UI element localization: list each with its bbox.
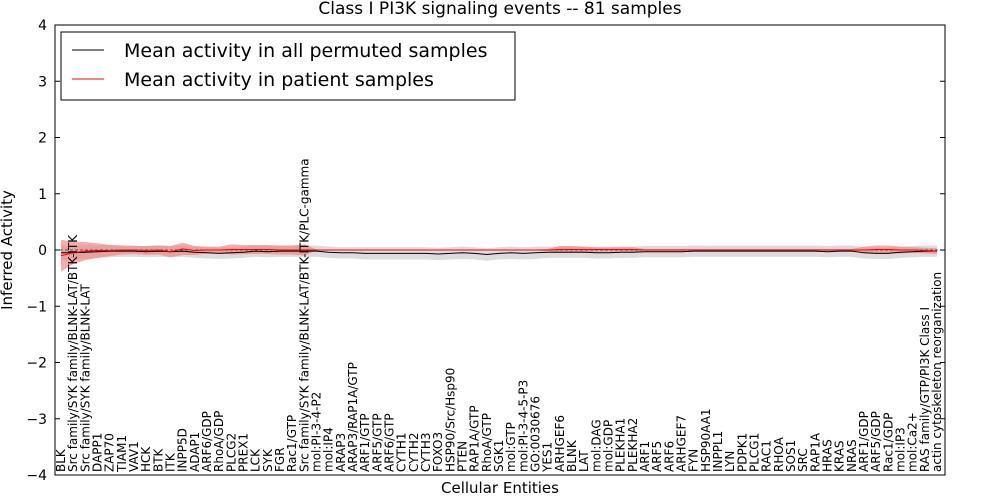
y-tick-label: −2	[26, 356, 47, 372]
x-category-label: SRC	[796, 448, 810, 472]
y-axis-label: Inferred Activity	[0, 190, 16, 310]
y-tick-label: 0	[38, 243, 47, 259]
x-category-label: mol:IP4	[322, 427, 336, 472]
x-category-label: ARF6	[662, 441, 676, 472]
y-tick-label: −3	[26, 412, 47, 428]
y-tick-label: 2	[38, 131, 47, 147]
x-category-label: BLK	[54, 448, 68, 472]
x-category-label: SGK1	[492, 440, 506, 472]
legend-label-patient: Mean activity in patient samples	[124, 69, 434, 91]
x-category-label: CYTH2	[407, 433, 421, 473]
chart-title: Class I PI3K signaling events -- 81 samp…	[318, 0, 681, 19]
x-category-label: TIAM1	[115, 435, 129, 473]
x-category-label: ARF5	[650, 441, 664, 472]
legend: Mean activity in all permuted samples Me…	[60, 31, 516, 101]
x-category-label: ARF1	[638, 441, 652, 472]
x-category-label: DAPP1	[91, 433, 105, 472]
x-category-label: YES1	[541, 442, 555, 473]
y-axis: −4 −3 −2 −1 0 1 2 3 4	[26, 18, 945, 484]
x-category-label: PTEN	[456, 441, 470, 472]
x-category-label: INPPL1	[711, 431, 725, 472]
y-tick-label: 1	[38, 187, 47, 203]
x-category-label: BTK	[151, 447, 165, 472]
x-category-label: FYN	[687, 449, 701, 472]
x-category-label: FOXO3	[431, 432, 445, 472]
x-axis-label: Cellular Entities	[441, 479, 559, 497]
x-category-label: SOS1	[784, 440, 798, 472]
x-category-label: mol:PI-3-4-5-P3	[516, 380, 530, 472]
legend-box	[60, 31, 516, 101]
x-category-label: RAC1	[760, 440, 774, 472]
x-category-label: Rac1/GDP	[881, 413, 895, 472]
x-category-label: ARF5/GTP	[370, 413, 384, 472]
x-category-label: mol:GDP	[602, 420, 616, 472]
x-category-label: LAT	[577, 450, 591, 472]
x-category-label: PREX1	[237, 433, 251, 472]
x-category-label: PLEKHA2	[626, 418, 640, 472]
x-category-label: HRAS	[821, 439, 835, 472]
x-category-label: Src family/SYK family/BLNK-LAT/BTK-ITK/P…	[297, 158, 311, 472]
x-category-label: PLCG1	[748, 433, 762, 472]
patient-line	[60, 248, 938, 257]
x-category-label: RAP1A/GTP	[468, 405, 482, 472]
x-category-label: mol:GTP	[504, 422, 518, 472]
x-category-label: ARF6/GDP	[200, 411, 214, 472]
patient-band	[61, 239, 937, 272]
x-category-label: RhoA/GTP	[480, 413, 494, 472]
x-category-label: KRAS	[833, 440, 847, 472]
x-category-label: INPP5D	[176, 428, 190, 472]
x-category-label: PLEKHA1	[614, 418, 628, 472]
plot-area	[55, 239, 945, 272]
x-category-label: NRAS	[845, 439, 859, 472]
x-category-label: mol:PI-3-4-P2	[310, 392, 324, 472]
x-category-label: Rac1/GTP	[285, 415, 299, 472]
x-category-label: ZAP70	[103, 433, 117, 472]
x-category-label: ARAP3/RAP1A/GTP	[346, 362, 360, 472]
x-category-label: RHOA	[772, 436, 786, 472]
x-category-label: Src family/SYK family/BLNK-LAT/BTK-ITK	[66, 234, 80, 472]
x-category-label: ARF6/GTP	[383, 413, 397, 472]
y-tick-label: 4	[38, 18, 47, 34]
permuted-line	[61, 250, 937, 256]
x-category-label: HSP90/Src/Hsp90	[443, 368, 457, 472]
x-category-label: HSP90AA1	[699, 408, 713, 472]
x-category-label: RhoA/GDP	[212, 411, 226, 472]
x-category-label: BLNK	[565, 439, 579, 472]
x-category-label: ARF5/GDP	[869, 411, 883, 472]
x-category-label: HCK	[139, 446, 153, 472]
x-category-label: ARHGEF7	[675, 415, 689, 472]
x-category-label: CYTH1	[395, 433, 409, 473]
x-category-label: Src family/SYK family/BLNK-LAT	[78, 283, 92, 472]
x-category-label: PDPK1	[735, 433, 749, 472]
x-category-label: ARF1/GTP	[358, 413, 372, 472]
x-category-label: GO:0030676	[529, 396, 543, 472]
x-category-label: PLCG2	[224, 433, 238, 472]
x-category-label: CYTH3	[419, 433, 433, 473]
legend-label-permuted: Mean activity in all permuted samples	[124, 40, 487, 62]
x-category-label: RAP1A	[808, 432, 822, 472]
y-tick-label: −1	[26, 299, 47, 315]
x-category-label: ARF1/GDP	[857, 411, 871, 472]
y-tick-label: 3	[38, 74, 47, 90]
x-category-label: mol:Ca2+	[906, 412, 920, 472]
x-category-label: mol:IP3	[894, 427, 908, 472]
x-category-label: ITK	[164, 452, 178, 472]
x-category-label: VAV1	[127, 441, 141, 472]
x-category-label: LYN	[723, 451, 737, 472]
x-category-label: RAS family/GTP/PI3K Class I	[918, 307, 932, 472]
x-category-label: ARHGEF6	[553, 415, 567, 472]
x-category-label: ARAP3	[334, 433, 348, 472]
x-category-label: FGR	[273, 447, 287, 472]
x-category-label: SYK	[261, 448, 275, 472]
y-tick-label: −4	[26, 468, 47, 484]
x-category-label: LCK	[249, 448, 263, 472]
x-category-label: mol:DAG	[589, 419, 603, 472]
x-category-label: ADAP1	[188, 432, 202, 472]
x-category-label: actin cytoskeleton reorganization	[930, 272, 944, 472]
